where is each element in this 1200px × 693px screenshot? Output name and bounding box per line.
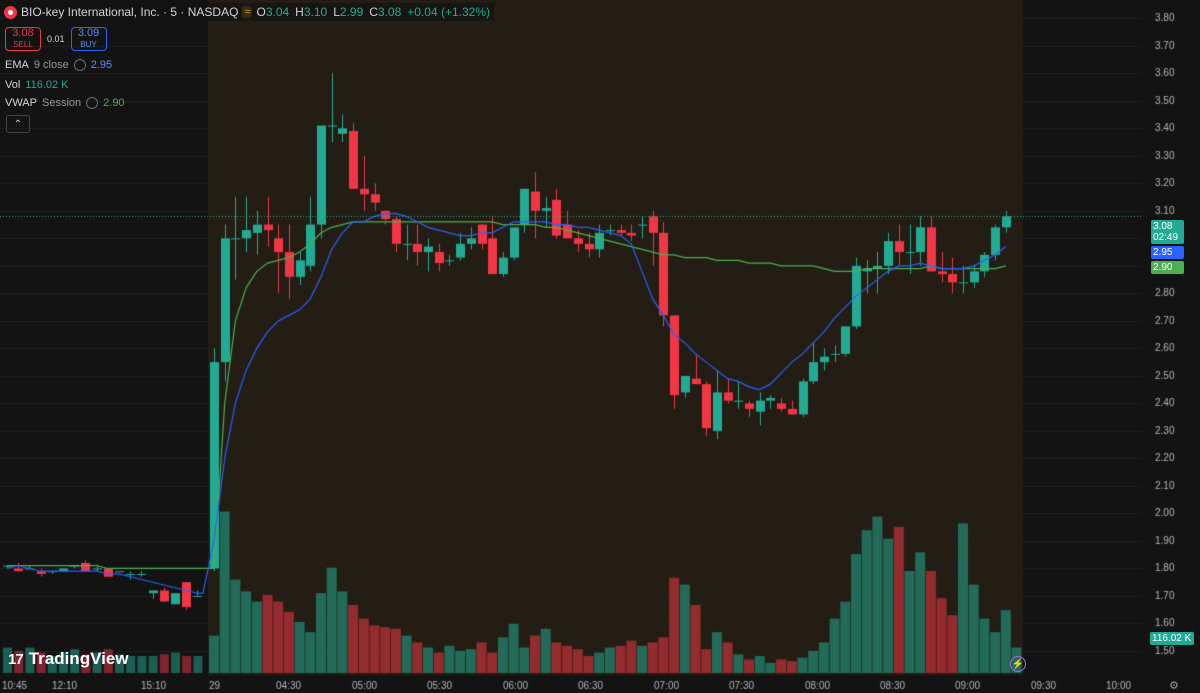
tradingview-logo: 17 TradingView	[8, 649, 129, 668]
sell-button[interactable]: 3.08 SELL	[5, 27, 41, 51]
vwap-value: 2.90	[103, 97, 125, 109]
trade-panel: 3.08 SELL 0.01 3.09 BUY	[5, 27, 107, 51]
spread-value: 0.01	[47, 34, 65, 44]
close-value: 3.08	[377, 5, 402, 19]
indicator-volume[interactable]: Vol 116.02 K	[5, 79, 69, 91]
refresh-icon[interactable]	[86, 97, 99, 109]
high-value: 3.10	[303, 5, 328, 19]
indicator-ema[interactable]: EMA 9 close 2.95	[5, 59, 113, 71]
volume-value: 116.02 K	[25, 79, 69, 91]
ema-price-tag: 2.95	[1151, 246, 1184, 260]
volume-tag: 116.02 K	[1150, 632, 1194, 645]
settings-icon[interactable]: ⚙	[1169, 680, 1179, 692]
symbol-logo-icon	[4, 5, 17, 19]
collapse-legend-button[interactable]: ⌃	[6, 115, 30, 133]
lightning-icon[interactable]: ⚡	[1010, 656, 1026, 672]
refresh-icon[interactable]	[73, 59, 86, 71]
open-value: 3.04	[265, 5, 290, 19]
ema-value: 2.95	[90, 59, 113, 71]
symbol-header: BIO-key International, Inc. · 5 · NASDAQ…	[4, 3, 495, 21]
buy-button[interactable]: 3.09 BUY	[70, 27, 107, 51]
ohlc-values: O3.04 H3.10 L2.99 C3.08 +0.04 (+1.32%)	[256, 5, 491, 19]
extended-hours-icon: ≈	[242, 6, 253, 18]
vwap-price-tag: 2.90	[1151, 261, 1184, 275]
tradingview-mark-icon: 17	[8, 650, 24, 668]
last-price-tag: 3.08 02:49	[1151, 219, 1184, 244]
low-value: 2.99	[339, 5, 364, 19]
symbol-title[interactable]: BIO-key International, Inc. · 5 · NASDAQ	[21, 5, 239, 19]
indicator-vwap[interactable]: VWAP Session 2.90	[5, 97, 125, 109]
chevron-up-icon: ⌃	[13, 118, 23, 130]
change-value: +0.04 (+1.32%)	[407, 5, 491, 19]
